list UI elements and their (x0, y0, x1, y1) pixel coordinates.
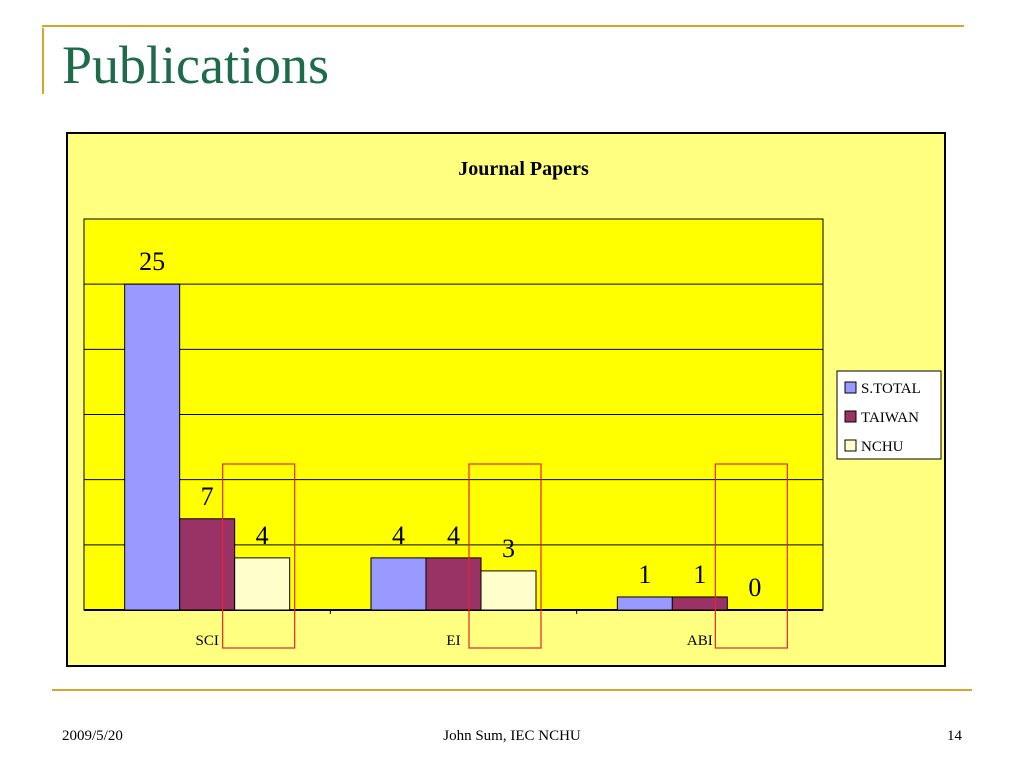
bar-taiwan-abi (671, 596, 728, 611)
highlight-box (714, 463, 788, 649)
data-label: 1 (693, 560, 706, 589)
legend-label: TAIWAN (861, 410, 919, 426)
legend-swatch (844, 439, 857, 452)
legend-swatch (844, 381, 857, 394)
bar-s-total-abi (616, 596, 673, 611)
footer-author: John Sum, IEC NCHU (443, 728, 581, 744)
data-label: 25 (139, 247, 165, 276)
footer-divider-line (52, 689, 972, 691)
bar-nchu-ei (480, 570, 537, 611)
chart-title: Journal Papers (458, 158, 589, 180)
x-tick-label: SCI (195, 633, 218, 649)
page-number: 14 (947, 728, 962, 744)
footer-date: 2009/5/20 (62, 728, 123, 744)
x-tick-label: EI (446, 633, 460, 649)
slide-title: Publications (62, 35, 329, 95)
bar-taiwan-sci (179, 518, 236, 611)
data-label: 4 (447, 521, 460, 550)
chart-svg: 25 7 4 4 4 3 1 1 0 SCI EI ABI Journal Papers S.TOTAL T… (83, 158, 942, 649)
highlight-box (222, 463, 296, 649)
data-label: 4 (256, 521, 269, 550)
bar-s-total-sci (124, 283, 181, 611)
x-tick-label: ABI (687, 633, 713, 649)
chart-area: 25 7 4 4 4 3 1 1 0 SCI EI ABI Journal Papers S.TOTAL T… (66, 132, 946, 667)
bar-taiwan-ei (425, 557, 482, 611)
legend-label: NCHU (861, 439, 904, 455)
bar-nchu-sci (234, 557, 291, 611)
legend-label: S.TOTAL (861, 381, 921, 397)
data-label: 0 (748, 573, 761, 602)
legend-swatch (844, 410, 857, 423)
bar-s-total-ei (370, 557, 427, 611)
highlight-box (468, 463, 542, 649)
data-label: 1 (638, 560, 651, 589)
data-label: 3 (502, 534, 515, 563)
data-label: 7 (201, 482, 214, 511)
title-accent-left-line (42, 28, 44, 94)
data-label: 4 (392, 521, 405, 550)
title-accent-top-line (42, 25, 964, 27)
